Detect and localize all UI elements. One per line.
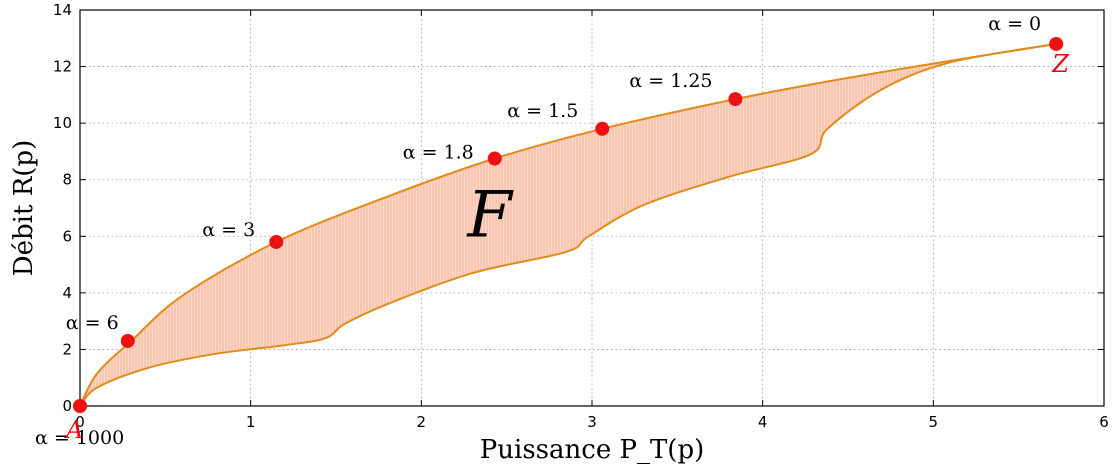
y-tick-label: 10 [53, 114, 72, 132]
x-tick-label: 2 [417, 413, 427, 431]
point-label: α = 1.5 [507, 100, 578, 122]
y-tick-label: 14 [53, 1, 72, 19]
x-tick-label: 6 [1099, 413, 1109, 431]
point-label: α = 1000 [35, 427, 124, 449]
region-label: F [466, 178, 514, 252]
data-point [120, 333, 135, 348]
point-label: α = 1.25 [629, 70, 712, 92]
data-point [73, 399, 87, 413]
data-point [269, 234, 284, 249]
data-point [728, 92, 743, 107]
data-point [1049, 36, 1064, 51]
x-tick-label: 3 [587, 413, 597, 431]
point-label: α = 1.8 [403, 142, 474, 164]
y-tick-label: 8 [62, 171, 72, 189]
data-point [487, 151, 502, 166]
x-tick-label: 0 [75, 413, 85, 431]
y-axis-label: Débit R(p) [9, 140, 39, 276]
x-axis-label: Puissance P_T(p) [480, 435, 704, 465]
feasible-region [80, 43, 1057, 407]
x-tick-label: 4 [758, 413, 768, 431]
y-tick-label: 4 [62, 284, 72, 302]
y-tick-label: 2 [62, 340, 72, 358]
endpoint-label: Z [1051, 50, 1070, 78]
x-tick-label: 1 [246, 413, 256, 431]
y-tick-label: 6 [62, 227, 72, 245]
data-point [595, 121, 610, 136]
point-label: α = 3 [202, 219, 255, 241]
y-tick-label: 0 [62, 397, 72, 415]
point-label: α = 0 [988, 13, 1041, 35]
upper-boundary-line [79, 42, 1057, 407]
region-layer [79, 42, 1057, 407]
y-tick-label: 12 [53, 58, 72, 76]
endpoint-label: A [64, 416, 83, 444]
lower-boundary-line [79, 42, 1057, 407]
point-label: α = 6 [66, 312, 119, 334]
point-layer: α = 1000 α = 6 α = 3 α = 1.8 α = 1.5 α = 1.25… [35, 13, 1070, 449]
x-tick-label: 5 [929, 413, 939, 431]
